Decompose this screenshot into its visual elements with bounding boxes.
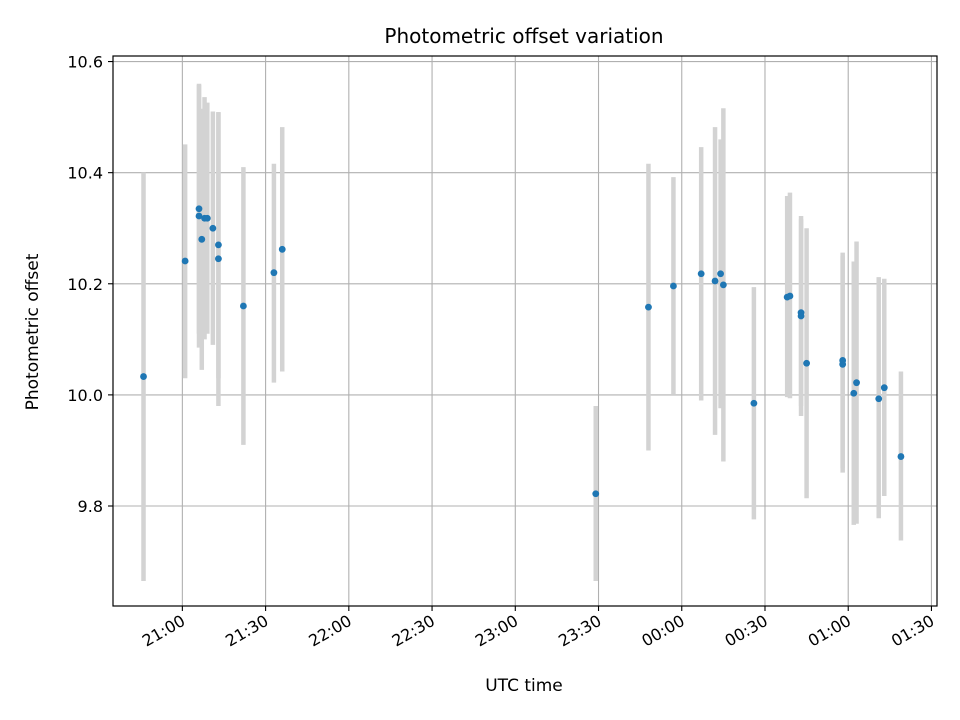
data-point: [215, 241, 222, 249]
y-tick-label: 9.8: [78, 497, 103, 516]
data-point: [270, 269, 278, 277]
data-point: [786, 292, 794, 300]
data-point: [839, 360, 847, 368]
data-point: [711, 277, 719, 285]
data-point: [717, 270, 724, 278]
chart-title: Photometric offset variation: [384, 24, 663, 48]
y-tick-label: 10.4: [67, 164, 103, 183]
data-point: [850, 389, 858, 397]
data-points: [140, 205, 905, 498]
data-point: [645, 303, 652, 311]
data-point: [195, 205, 203, 213]
data-point: [880, 384, 888, 392]
data-point: [853, 379, 860, 387]
data-point: [875, 395, 883, 403]
y-tick-label: 10.0: [67, 386, 103, 405]
data-point: [797, 309, 805, 317]
y-axis-title: Photometric offset: [23, 253, 43, 410]
data-point: [140, 373, 147, 380]
data-point: [719, 281, 727, 289]
y-tick-label: 10.2: [67, 275, 103, 294]
data-point: [897, 453, 905, 460]
data-point: [670, 282, 677, 290]
data-point: [697, 270, 705, 278]
data-point: [592, 490, 600, 498]
data-point: [750, 399, 758, 407]
x-axis-title: UTC time: [485, 676, 563, 696]
grid: [113, 56, 937, 606]
data-point: [195, 212, 203, 220]
plot-frame: [112, 55, 938, 607]
data-point: [215, 255, 222, 263]
data-point: [203, 214, 211, 222]
data-point: [198, 235, 206, 243]
data-point: [803, 359, 811, 367]
data-point: [181, 257, 189, 265]
data-point: [239, 302, 247, 310]
data-point: [278, 245, 286, 253]
y-tick-label: 10.6: [67, 53, 103, 72]
data-point: [209, 224, 217, 232]
